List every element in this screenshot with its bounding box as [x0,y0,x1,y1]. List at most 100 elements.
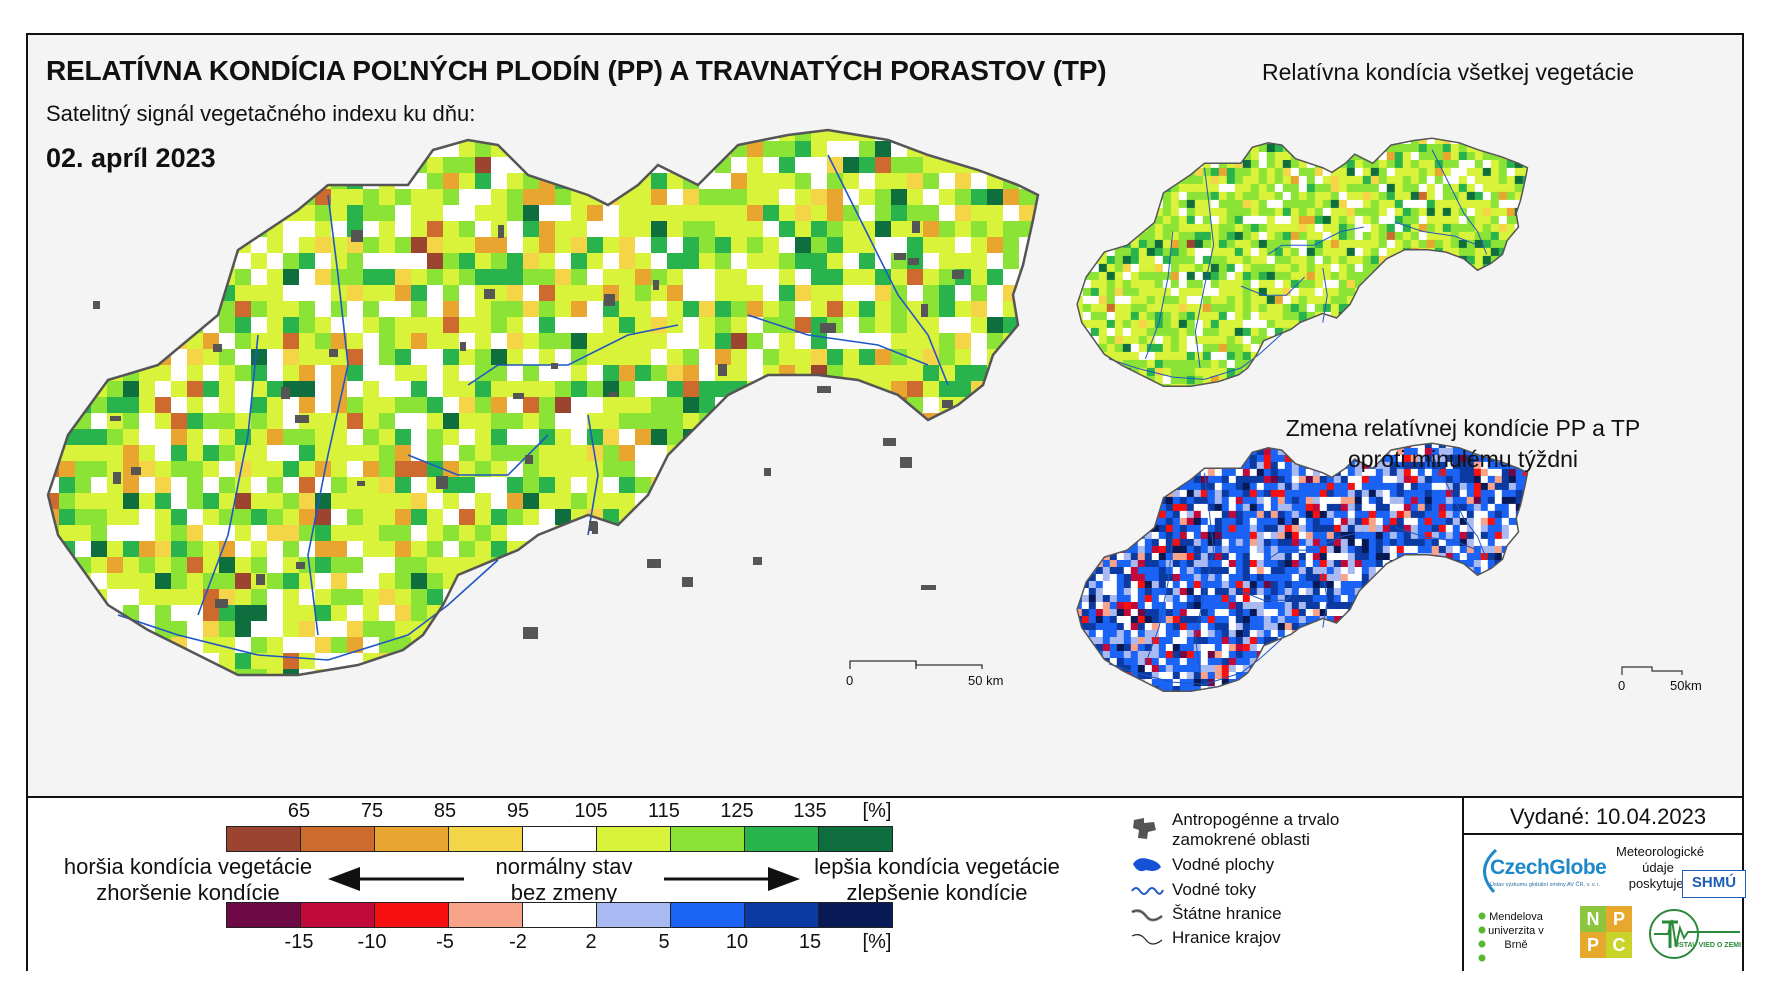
map-frame: RELATÍVNA KONDÍCIA POĽNÝCH PLODÍN (PP) A… [26,33,1746,971]
change-map-title-line2: oproti minulému týždni [1347,446,1579,472]
legend-river-label: Vodné toky [1172,880,1257,899]
condition-ramp-cell [449,827,523,851]
condition-tick-label: 125 [720,800,754,822]
subtitle: Satelitný signál vegetačného indexu ku d… [46,101,476,126]
issued-divider [1464,833,1742,835]
change-tick-label: [%] [862,931,892,953]
legend-region-border-label: Hranice krajov [1172,928,1281,947]
main-scalebar-graphic [849,660,983,669]
condition-tick-label: 85 [433,800,457,822]
change-tick-label: 10 [725,931,749,953]
change-color-ramp [226,902,893,928]
change-map-title-line1: Zmena relatívnej kondície PP a TP [1285,415,1641,441]
condition-tick-label: 95 [506,800,530,822]
better-label-line2: zlepšenie kondície [846,880,1028,905]
condition-tick-label: [%] [862,800,892,822]
condition-color-ramp [226,826,893,852]
urban-areas [93,221,964,639]
uvz-text: ÚSTAV VIED O ZEMI [1674,942,1742,949]
czechglobe-swoosh-icon [1483,848,1498,894]
condition-tick-label: 115 [648,800,680,822]
state-border-icon [1131,909,1163,922]
small-scalebar-zero: 0 [1618,678,1626,693]
change-map-title: Zmena relatívnej kondície PP a TP oproti… [1248,413,1678,475]
nppc-letter: N [1580,906,1606,932]
issued-date: Vydané: 10.04.2023 [1509,804,1707,829]
change-tick-label: -2 [509,931,527,953]
water-body-icon [1133,858,1161,872]
region-border-icon [1131,934,1163,945]
chg-map-rivers [1108,454,1488,685]
nppc-letter: P [1580,932,1606,958]
normal-label-line2: bez zmeny [510,880,618,905]
mendel-text: Mendelova univerzita v Brně [1488,911,1544,951]
small-scalebar-graphic [1621,666,1683,675]
worse-label: horšia kondícia vegetácie zhoršenie kond… [38,854,338,906]
czechglobe-subtext: Ústav výzkumu globální změny AV ČR, v. v… [1490,882,1601,888]
condition-ramp-cell [671,827,745,851]
meteo-provider: Meteorologické údaje poskytuje: SHMÚ [1616,844,1746,898]
change-tick-label: -15 [284,931,314,953]
chg-map-cells [1077,443,1528,692]
condition-tick-label: 75 [360,800,384,822]
change-tick-label: 5 [658,931,670,953]
normal-label: normálny stav bez zmeny [464,854,664,906]
footer-divider [1462,798,1464,971]
normal-label-line1: normálny stav [495,854,633,879]
small-scalebar-max: 50km [1670,678,1702,693]
all-vegetation-title: Relatívna kondícia všetkej vegetácie [1261,59,1635,85]
condition-tick-label: 65 [287,800,311,822]
river-icon [1131,887,1164,895]
chg-map-state-border [1076,442,1529,692]
veg-map-state-border [1076,137,1529,387]
all-vegetation-map [1076,137,1529,387]
uvz-graph-icon [1649,909,1740,959]
condition-ramp-cell [301,827,375,851]
right-arrow-icon [664,867,800,891]
legend-state-border-label: Štátne hranice [1172,904,1282,923]
small-scalebar: 0 50km [1618,663,1730,703]
left-arrow-icon [328,867,464,891]
shmu-logo: SHMÚ [1682,870,1746,898]
change-ramp-cell [671,903,745,927]
mendel-dots-icon [1478,912,1486,962]
change-ramp-cell [745,903,819,927]
change-tick-label: 2 [585,931,597,953]
condition-ramp-cell [227,827,301,851]
worse-label-line1: horšia kondícia vegetácie [63,854,313,879]
change-ramp-cell [301,903,375,927]
better-label-line1: lepšia kondícia vegetácie [814,854,1060,879]
map-panel: RELATÍVNA KONDÍCIA POĽNÝCH PLODÍN (PP) A… [28,35,1742,795]
change-ramp-cell [227,903,301,927]
main-map-state-border [46,128,1040,677]
mendel-logo: Mendelova univerzita v Brně [1478,910,1546,962]
condition-ramp-cell [597,827,671,851]
change-ramp-cell [819,903,892,927]
page-title: RELATÍVNA KONDÍCIA POĽNÝCH PLODÍN (PP) A… [46,55,1107,86]
change-ramp-cell [375,903,449,927]
change-tick-label: -10 [357,931,387,953]
czechglobe-logo: CzechGlobe Ústav výzkumu globální změny … [1472,844,1622,905]
worse-label-line2: zhoršenie kondície [96,880,280,905]
change-tick-label: -5 [436,931,454,953]
date-label: 02. apríl 2023 [46,143,216,173]
veg-map-rivers [1108,149,1488,380]
urban-area-icon [1133,818,1156,839]
meteo-text: Meteorologické údaje poskytuje: [1616,844,1705,891]
uvz-logo: ÚSTAV VIED O ZEMI [1648,906,1744,967]
legend-panel: 65 75 85 95 105 115 125 135 [%] horšia kondícia … [28,796,1746,971]
condition-ramp-cell [375,827,449,851]
nppc-letter: P [1606,906,1632,932]
condition-ramp-cell [523,827,597,851]
change-ramp-cell [449,903,523,927]
change-tick-label: 15 [798,931,822,953]
main-scalebar-zero: 0 [846,673,854,688]
condition-ramp-cell [819,827,892,851]
change-ramp-cell [523,903,597,927]
change-map [1076,442,1529,692]
legend-urban-label: Antropogénne a trvalo zamokrené oblasti [1172,810,1340,849]
condition-ramp-cell [745,827,819,851]
condition-tick-label: 135 [793,800,827,822]
better-label: lepšia kondícia vegetácie zlepšenie kond… [792,854,1082,906]
change-ramp-cell [597,903,671,927]
